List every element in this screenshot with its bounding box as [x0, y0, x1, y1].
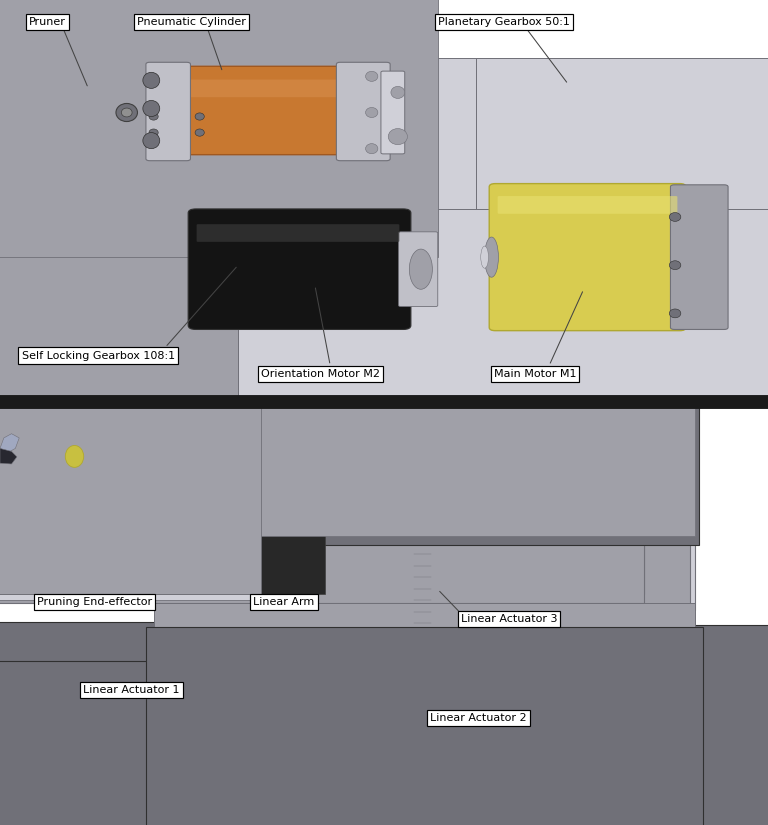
FancyBboxPatch shape — [489, 184, 686, 331]
Text: Planetary Gearbox 50:1: Planetary Gearbox 50:1 — [438, 17, 570, 27]
Ellipse shape — [409, 249, 432, 290]
Ellipse shape — [669, 309, 680, 318]
FancyBboxPatch shape — [476, 59, 768, 460]
FancyBboxPatch shape — [173, 282, 699, 545]
FancyBboxPatch shape — [146, 627, 703, 825]
Polygon shape — [0, 434, 19, 453]
FancyBboxPatch shape — [0, 622, 471, 825]
FancyBboxPatch shape — [399, 232, 438, 307]
Polygon shape — [50, 112, 146, 181]
FancyBboxPatch shape — [177, 66, 346, 154]
Ellipse shape — [121, 108, 132, 117]
FancyBboxPatch shape — [183, 79, 339, 97]
Ellipse shape — [669, 213, 680, 221]
Ellipse shape — [366, 107, 378, 117]
Ellipse shape — [149, 113, 158, 120]
FancyBboxPatch shape — [0, 318, 325, 595]
Text: Pruning End-effector: Pruning End-effector — [37, 597, 152, 607]
Ellipse shape — [366, 71, 378, 82]
FancyBboxPatch shape — [4, 648, 768, 825]
FancyBboxPatch shape — [0, 661, 409, 825]
FancyBboxPatch shape — [183, 280, 663, 825]
FancyBboxPatch shape — [498, 196, 677, 214]
FancyBboxPatch shape — [210, 280, 690, 825]
FancyBboxPatch shape — [0, 66, 622, 333]
FancyBboxPatch shape — [0, 0, 438, 257]
Ellipse shape — [143, 133, 160, 148]
Ellipse shape — [388, 129, 407, 144]
Ellipse shape — [601, 770, 611, 779]
FancyBboxPatch shape — [0, 209, 672, 460]
Polygon shape — [0, 449, 17, 464]
Ellipse shape — [149, 129, 158, 136]
Ellipse shape — [195, 129, 204, 136]
FancyBboxPatch shape — [670, 185, 728, 329]
FancyBboxPatch shape — [0, 308, 303, 600]
Text: Linear Actuator 1: Linear Actuator 1 — [83, 686, 180, 695]
Ellipse shape — [391, 87, 405, 98]
Text: Main Motor M1: Main Motor M1 — [494, 369, 576, 379]
FancyBboxPatch shape — [197, 224, 399, 242]
FancyBboxPatch shape — [0, 308, 261, 594]
FancyBboxPatch shape — [154, 603, 695, 825]
FancyBboxPatch shape — [0, 681, 517, 825]
Text: Linear Actuator 3: Linear Actuator 3 — [461, 614, 558, 624]
Ellipse shape — [481, 246, 488, 268]
FancyBboxPatch shape — [0, 328, 644, 594]
Text: Self Locking Gearbox 108:1: Self Locking Gearbox 108:1 — [22, 351, 174, 361]
FancyBboxPatch shape — [381, 71, 405, 154]
Ellipse shape — [143, 101, 160, 116]
FancyBboxPatch shape — [0, 661, 517, 825]
Ellipse shape — [485, 237, 498, 277]
FancyBboxPatch shape — [188, 209, 411, 329]
FancyBboxPatch shape — [238, 209, 768, 460]
FancyBboxPatch shape — [21, 432, 62, 462]
FancyBboxPatch shape — [4, 627, 768, 825]
FancyBboxPatch shape — [0, 84, 664, 454]
Ellipse shape — [195, 113, 204, 120]
Ellipse shape — [116, 103, 137, 121]
Text: Orientation Motor M2: Orientation Motor M2 — [261, 369, 380, 379]
FancyBboxPatch shape — [238, 59, 718, 460]
FancyBboxPatch shape — [0, 91, 457, 365]
FancyBboxPatch shape — [356, 625, 768, 825]
FancyBboxPatch shape — [0, 692, 768, 825]
Text: Linear Actuator 2: Linear Actuator 2 — [430, 713, 527, 723]
Ellipse shape — [157, 797, 171, 813]
FancyBboxPatch shape — [146, 62, 190, 161]
Polygon shape — [54, 56, 154, 129]
Ellipse shape — [601, 782, 611, 792]
Ellipse shape — [65, 446, 84, 467]
Text: Pruner: Pruner — [29, 17, 66, 27]
Text: Linear Arm: Linear Arm — [253, 597, 315, 607]
Ellipse shape — [143, 73, 160, 88]
Ellipse shape — [669, 261, 680, 270]
FancyBboxPatch shape — [0, 340, 644, 603]
FancyBboxPatch shape — [177, 293, 695, 610]
FancyBboxPatch shape — [177, 279, 695, 535]
FancyBboxPatch shape — [336, 62, 390, 161]
Ellipse shape — [214, 766, 230, 785]
Ellipse shape — [366, 144, 378, 153]
Text: Pneumatic Cylinder: Pneumatic Cylinder — [137, 17, 246, 27]
FancyBboxPatch shape — [0, 120, 465, 371]
FancyBboxPatch shape — [238, 205, 768, 460]
